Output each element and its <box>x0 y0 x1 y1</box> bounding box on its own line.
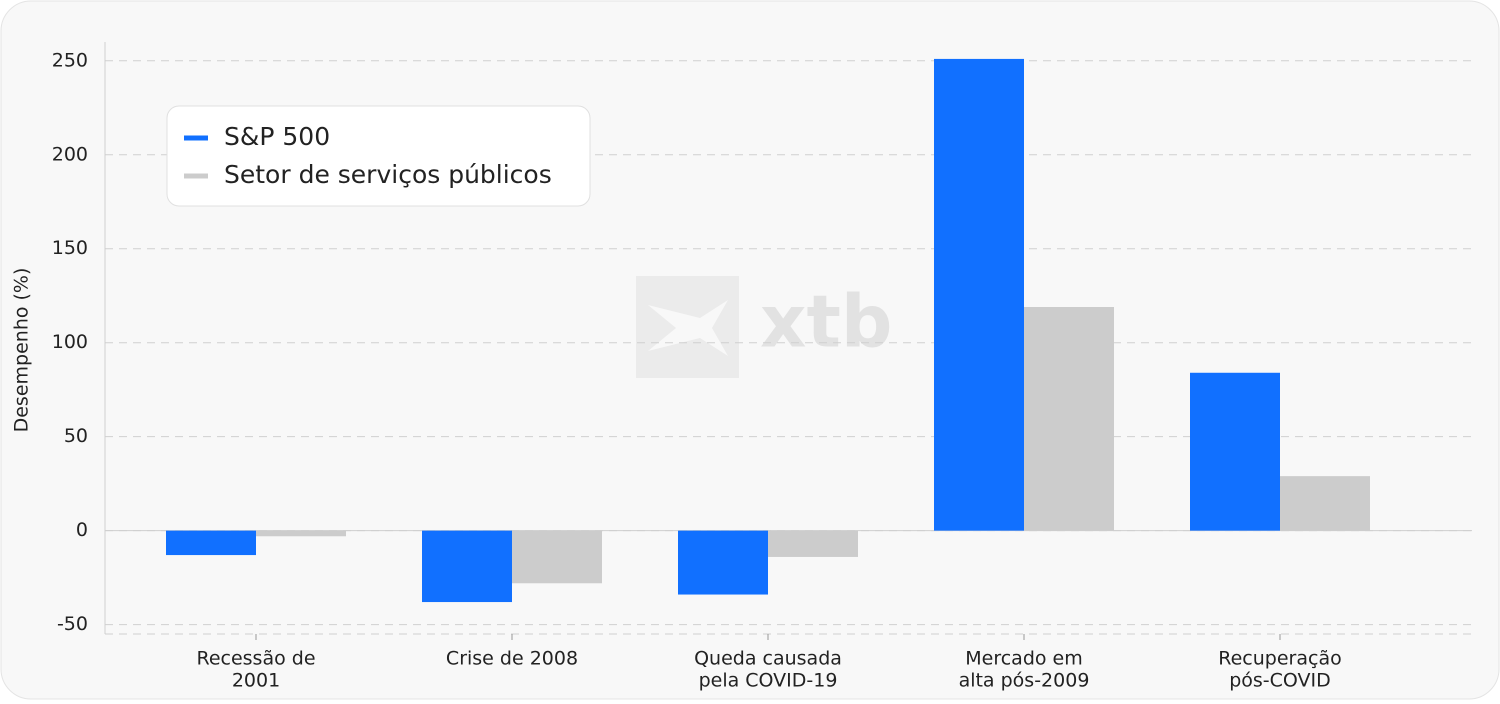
x-tick-label: Crise de 2008 <box>446 648 578 670</box>
bar <box>422 530 512 603</box>
y-tick-label: 250 <box>52 49 88 71</box>
x-tick-label: Recuperação <box>1218 648 1341 670</box>
bar <box>1280 476 1370 531</box>
bar <box>166 530 256 556</box>
bar <box>1190 372 1280 531</box>
bar <box>512 530 602 584</box>
y-tick-label: 50 <box>64 425 88 447</box>
x-tick-label: Recessão de <box>196 648 315 670</box>
legend-label: S&P 500 <box>224 122 330 151</box>
y-tick-label: 200 <box>52 143 88 165</box>
x-tick-label: pós-COVID <box>1229 670 1331 692</box>
watermark: xtb <box>760 280 892 364</box>
x-tick-label: pela COVID-19 <box>699 670 838 692</box>
x-tick-label: 2001 <box>232 670 280 692</box>
x-tick-label: Mercado em <box>965 648 1083 670</box>
x-tick-label: Queda causada <box>694 648 842 670</box>
bar <box>256 530 346 537</box>
x-tick-label: alta pós-2009 <box>959 670 1090 692</box>
y-tick-label: 0 <box>76 519 88 541</box>
legend-box <box>166 105 591 207</box>
bar <box>934 58 1024 531</box>
watermark-logo <box>636 276 739 378</box>
bar <box>678 530 768 595</box>
y-tick-label: -50 <box>57 613 88 635</box>
legend-label: Setor de serviços públicos <box>224 160 552 189</box>
bar <box>768 530 858 557</box>
y-tick-label: 100 <box>52 331 88 353</box>
y-tick-label: 150 <box>52 237 88 259</box>
y-axis-label: Desempenho (%) <box>11 268 33 433</box>
bar <box>1024 306 1114 531</box>
